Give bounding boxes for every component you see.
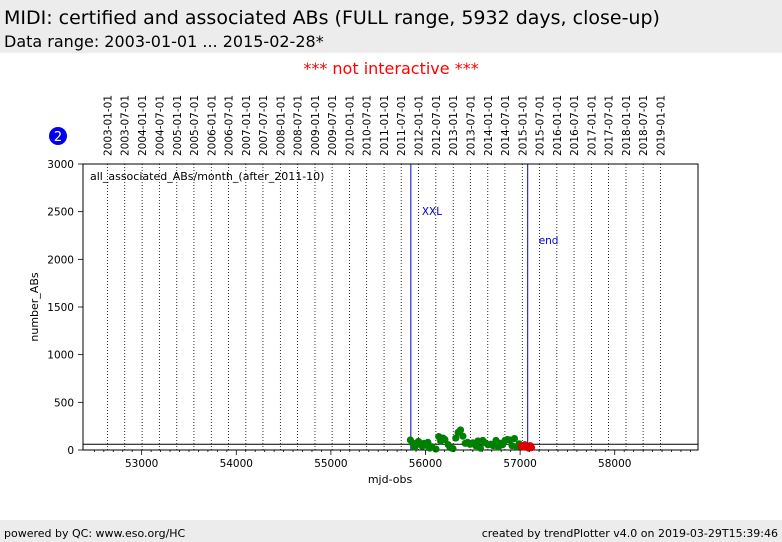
date-tick-label: 2008-01-01 bbox=[275, 95, 287, 156]
x-tick-label: 56000 bbox=[409, 458, 442, 470]
date-tick-label: 2013-07-01 bbox=[465, 95, 477, 156]
marker-label: end bbox=[539, 235, 559, 247]
date-grid bbox=[107, 164, 661, 450]
data-point bbox=[476, 444, 484, 452]
date-tick-label: 2013-01-01 bbox=[448, 95, 460, 156]
date-tick-label: 2016-01-01 bbox=[552, 95, 564, 156]
not-interactive-notice: *** not interactive *** bbox=[303, 59, 479, 78]
date-tick-label: 2003-07-01 bbox=[120, 95, 132, 156]
date-tick-label: 2012-01-01 bbox=[414, 95, 426, 156]
x-tick-label: 57000 bbox=[503, 458, 536, 470]
data-point bbox=[441, 435, 449, 444]
footer-credit: powered by QC: www.eso.org/HC bbox=[4, 527, 186, 540]
date-tick-label: 2018-07-01 bbox=[638, 95, 650, 156]
date-tick-label: 2004-07-01 bbox=[154, 95, 166, 156]
page-title: MIDI: certified and associated ABs (FULL… bbox=[4, 7, 660, 29]
date-tick-label: 2007-01-01 bbox=[241, 95, 253, 156]
legend-label: all_associated_ABs/month_(after_2011-10) bbox=[90, 170, 324, 183]
header-bar: MIDI: certified and associated ABs (FULL… bbox=[0, 0, 782, 53]
y-axis: 0 500 1000 1500 2000 2500 3000 bbox=[47, 159, 83, 457]
data-point bbox=[510, 434, 519, 443]
date-tick-label: 2018-01-01 bbox=[621, 95, 633, 156]
date-tick-label: 2004-01-01 bbox=[137, 95, 149, 156]
y-tick-label: 0 bbox=[67, 445, 74, 457]
data-point bbox=[452, 434, 460, 442]
y-tick-label: 2500 bbox=[47, 207, 74, 219]
y-tick-label: 1500 bbox=[47, 302, 74, 314]
data-point bbox=[449, 444, 457, 453]
date-tick-label: 2006-07-01 bbox=[223, 95, 235, 156]
date-tick-label: 2014-07-01 bbox=[500, 95, 512, 156]
date-tick-label: 2015-07-01 bbox=[534, 95, 546, 156]
date-tick-label: 2005-01-01 bbox=[172, 95, 184, 156]
x-tick-label: 54000 bbox=[220, 458, 253, 470]
event-markers: XXL end bbox=[410, 164, 559, 450]
date-tick-label: 2003-01-01 bbox=[103, 95, 115, 156]
x-axis: 53000 54000 55000 56000 57000 58000 bbox=[93, 450, 691, 470]
date-tick-label: 2015-01-01 bbox=[517, 95, 529, 156]
date-tick-label: 2017-07-01 bbox=[604, 95, 616, 156]
date-tick-label: 2010-01-01 bbox=[345, 95, 357, 156]
date-tick-label: 2009-07-01 bbox=[327, 95, 339, 156]
data-point bbox=[527, 444, 536, 452]
footer-bar: powered by QC: www.eso.org/HC created by… bbox=[0, 520, 782, 542]
date-tick-label: 2008-07-01 bbox=[293, 95, 305, 156]
x-axis-label: mjd-obs bbox=[368, 473, 413, 486]
x-tick-label: 55000 bbox=[314, 458, 347, 470]
y-tick-label: 1000 bbox=[47, 350, 74, 362]
x-tick-label: 53000 bbox=[125, 458, 158, 470]
date-tick-label: 2007-07-01 bbox=[258, 95, 270, 156]
date-tick-label: 2011-07-01 bbox=[396, 95, 408, 156]
footer-timestamp: created by trendPlotter v4.0 on 2019-03-… bbox=[481, 527, 778, 540]
data-points bbox=[406, 426, 536, 453]
data-point bbox=[459, 432, 467, 440]
y-axis-label: number_ABs bbox=[28, 272, 41, 342]
date-tick-label: 2014-01-01 bbox=[483, 95, 495, 156]
date-tick-label: 2006-01-01 bbox=[206, 95, 218, 156]
marker-label: XXL bbox=[422, 206, 442, 218]
date-tick-labels: 2003-01-01 2003-07-01 2004-01-01 2004-07-01… bbox=[103, 95, 668, 156]
date-tick-label: 2016-07-01 bbox=[569, 95, 581, 156]
y-tick-label: 2000 bbox=[47, 254, 74, 266]
data-point bbox=[432, 445, 440, 453]
date-tick-label: 2019-01-01 bbox=[656, 95, 668, 156]
date-tick-label: 2009-01-01 bbox=[310, 95, 322, 156]
date-tick-label: 2012-07-01 bbox=[431, 95, 443, 156]
plot-frame bbox=[82, 163, 699, 451]
x-tick-label: 58000 bbox=[598, 458, 631, 470]
date-tick-label: 2010-07-01 bbox=[362, 95, 374, 156]
date-tick-label: 2017-01-01 bbox=[586, 95, 598, 156]
date-tick-label: 2005-07-01 bbox=[189, 95, 201, 156]
data-range-subtitle: Data range: 2003-01-01 ... 2015-02-28* bbox=[4, 32, 324, 51]
data-point bbox=[456, 426, 465, 434]
badge-circle bbox=[49, 127, 67, 145]
date-tick-label: 2011-01-01 bbox=[379, 95, 391, 156]
y-tick-label: 500 bbox=[54, 397, 74, 409]
y-tick-label: 3000 bbox=[47, 159, 74, 171]
badge-number: 2 bbox=[54, 130, 62, 145]
